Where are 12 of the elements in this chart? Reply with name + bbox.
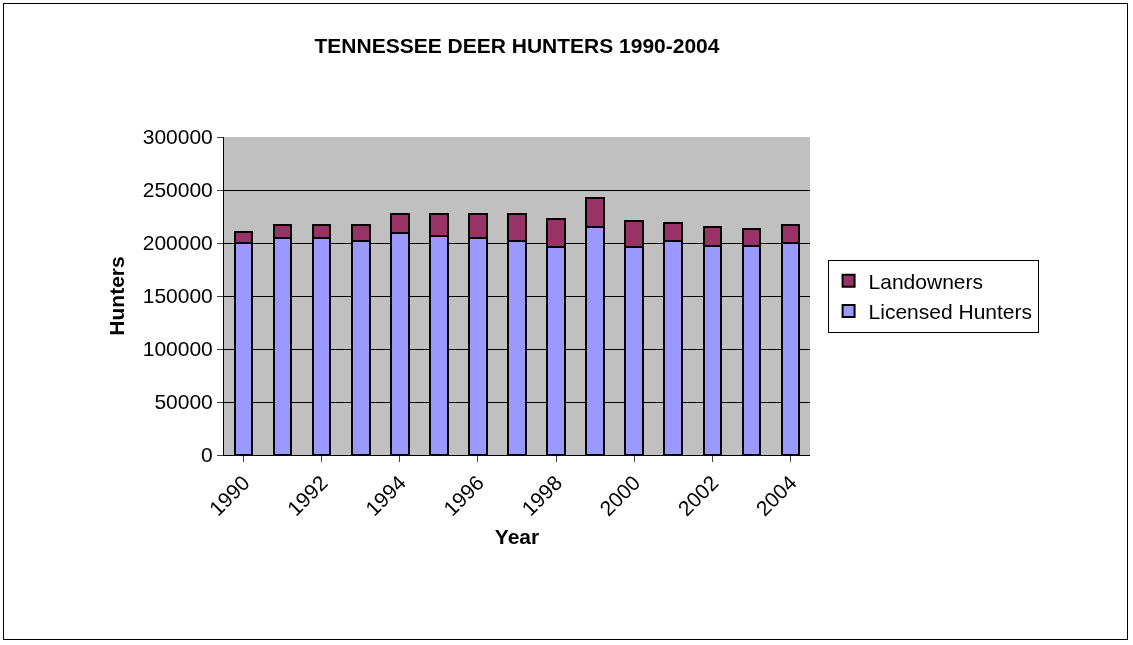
- y-tick-label: 300000: [142, 125, 213, 149]
- y-tick-label: 0: [201, 443, 213, 467]
- legend-label: Licensed Hunters: [868, 300, 1033, 324]
- y-tick-label: 50000: [154, 390, 213, 414]
- y-tick-label: 200000: [142, 231, 213, 255]
- legend-label: Landowners: [868, 269, 983, 293]
- y-axis-title: Hunters: [104, 256, 128, 336]
- x-axis-title: Year: [494, 525, 540, 549]
- y-tick-label: 250000: [142, 178, 213, 202]
- chart-title: TENNESSEE DEER HUNTERS 1990-2004: [314, 33, 720, 57]
- y-tick-label: 150000: [142, 284, 213, 308]
- y-tick-label: 100000: [142, 337, 213, 361]
